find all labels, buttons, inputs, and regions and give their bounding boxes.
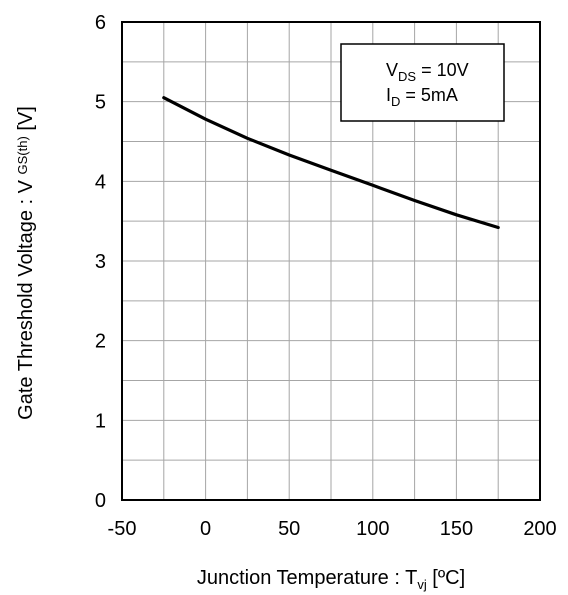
plot-frame xyxy=(121,21,541,501)
x-tick-label: -50 xyxy=(108,518,137,540)
y-tick-label: 3 xyxy=(95,251,106,273)
x-axis-label-tail: [ºC] xyxy=(427,567,465,589)
y-tick-label: 6 xyxy=(95,12,106,34)
legend-box xyxy=(340,43,505,122)
legend-entry-vds: VDS = 10V xyxy=(386,60,469,84)
legend-vds-sub: DS xyxy=(398,69,416,84)
y-axis-label-main: Gate Threshold Voltage : V xyxy=(15,174,37,419)
legend-vds-tail: = 10V xyxy=(416,60,469,80)
series-line-vgs-th xyxy=(162,96,500,230)
x-tick-label: 50 xyxy=(278,518,300,540)
legend-id-tail: = 5mA xyxy=(400,85,458,105)
x-axis-label-sub: vj xyxy=(417,577,427,592)
x-axis-label: Junction Temperature : Tvj [ºC] xyxy=(197,567,465,592)
legend-entry-id: ID = 5mA xyxy=(386,85,458,109)
legend: VDS = 10V ID = 5mA xyxy=(340,43,505,122)
y-tick-label: 5 xyxy=(95,92,106,114)
y-axis-label: Gate Threshold Voltage : V GS(th) [V] xyxy=(15,106,37,420)
x-tick-label: 200 xyxy=(523,518,556,540)
legend-vds-main: V xyxy=(386,60,398,80)
x-tick-label: 150 xyxy=(440,518,473,540)
y-tick-label: 2 xyxy=(95,331,106,353)
legend-id-sub: D xyxy=(391,94,400,109)
legend-id-main: I xyxy=(386,85,391,105)
y-tick-label: 1 xyxy=(95,410,106,432)
x-axis-label-main: Junction Temperature : T xyxy=(197,567,418,589)
y-tick-label: 4 xyxy=(95,171,106,193)
x-tick-label: 100 xyxy=(356,518,389,540)
x-tick-label: 0 xyxy=(200,518,211,540)
y-tick-label: 0 xyxy=(95,490,106,512)
y-axis-label-tail: [V] xyxy=(15,106,37,136)
y-axis-label-sub: GS(th) xyxy=(15,136,30,174)
